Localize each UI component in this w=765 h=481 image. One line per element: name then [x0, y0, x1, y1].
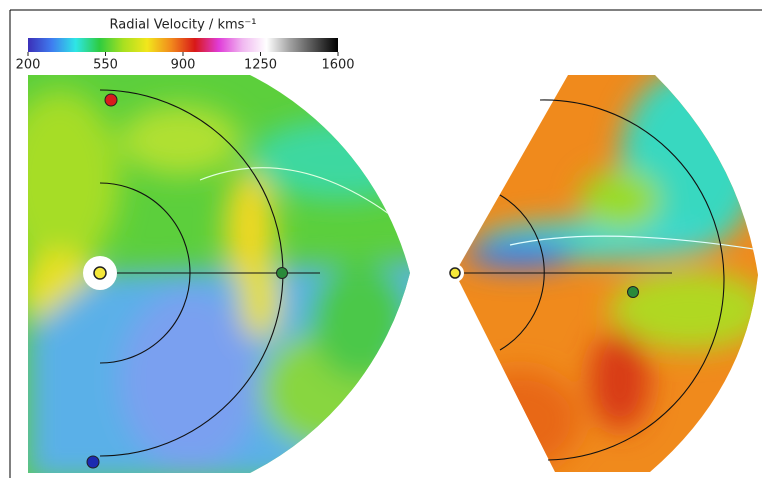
stereo-a [104, 93, 118, 107]
sun [449, 267, 461, 279]
tick-label: 1600 [321, 58, 354, 73]
tick-label: 550 [93, 58, 118, 73]
sun [93, 266, 107, 280]
colorbar-title: Radial Velocity / kms⁻¹ [110, 18, 257, 33]
earth [627, 286, 639, 298]
earth [276, 267, 288, 279]
tick-label: 200 [16, 58, 41, 73]
colorbar [28, 38, 338, 52]
left-panel [28, 75, 410, 473]
stereo-b [86, 455, 100, 469]
tick-label: 900 [171, 58, 196, 73]
right-panel [455, 75, 758, 472]
tick-label: 1250 [244, 58, 277, 73]
